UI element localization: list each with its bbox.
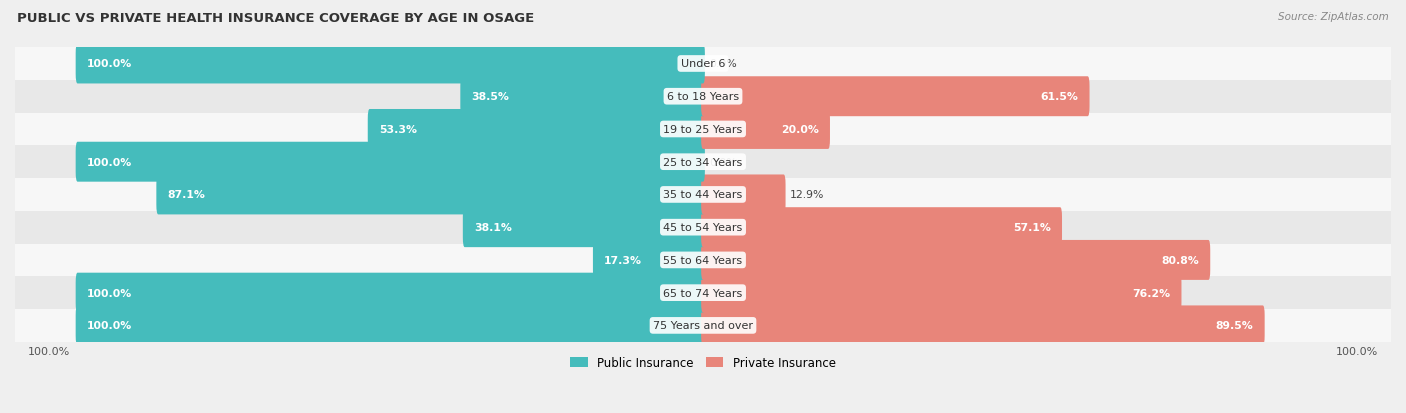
Text: 38.1%: 38.1% [474,223,512,233]
FancyBboxPatch shape [76,45,704,84]
FancyBboxPatch shape [156,175,704,215]
Text: 57.1%: 57.1% [1012,223,1050,233]
Text: Under 6: Under 6 [681,59,725,69]
FancyBboxPatch shape [702,273,1181,313]
Text: 6 to 18 Years: 6 to 18 Years [666,92,740,102]
Text: 76.2%: 76.2% [1132,288,1170,298]
FancyBboxPatch shape [702,208,1062,247]
Text: 38.5%: 38.5% [471,92,509,102]
Text: 55 to 64 Years: 55 to 64 Years [664,255,742,265]
Bar [15,113,1391,146]
Text: 75 Years and over: 75 Years and over [652,320,754,330]
FancyBboxPatch shape [593,240,704,280]
Text: 0.0%: 0.0% [709,59,737,69]
Text: 61.5%: 61.5% [1040,92,1078,102]
FancyBboxPatch shape [702,306,1264,346]
Text: 100.0%: 100.0% [1336,346,1378,356]
Text: 35 to 44 Years: 35 to 44 Years [664,190,742,200]
Text: 45 to 54 Years: 45 to 54 Years [664,223,742,233]
Bar [15,179,1391,211]
Bar [15,244,1391,277]
Text: 12.9%: 12.9% [790,190,824,200]
Text: 89.5%: 89.5% [1216,320,1253,330]
Text: 100.0%: 100.0% [87,288,132,298]
Text: 65 to 74 Years: 65 to 74 Years [664,288,742,298]
Bar [15,81,1391,113]
Bar [15,277,1391,309]
Text: 0.0%: 0.0% [709,157,737,167]
Text: 53.3%: 53.3% [380,125,418,135]
Text: 25 to 34 Years: 25 to 34 Years [664,157,742,167]
FancyBboxPatch shape [463,208,704,247]
Text: 20.0%: 20.0% [780,125,818,135]
FancyBboxPatch shape [76,273,704,313]
Text: 100.0%: 100.0% [87,320,132,330]
FancyBboxPatch shape [76,306,704,346]
Text: 100.0%: 100.0% [87,59,132,69]
FancyBboxPatch shape [702,110,830,150]
Bar [15,211,1391,244]
Text: PUBLIC VS PRIVATE HEALTH INSURANCE COVERAGE BY AGE IN OSAGE: PUBLIC VS PRIVATE HEALTH INSURANCE COVER… [17,12,534,25]
FancyBboxPatch shape [368,110,704,150]
Text: Source: ZipAtlas.com: Source: ZipAtlas.com [1278,12,1389,22]
FancyBboxPatch shape [702,175,786,215]
Bar [15,309,1391,342]
Text: 80.8%: 80.8% [1161,255,1199,265]
Text: 100.0%: 100.0% [28,346,70,356]
FancyBboxPatch shape [702,77,1090,117]
Bar [15,48,1391,81]
Text: 19 to 25 Years: 19 to 25 Years [664,125,742,135]
FancyBboxPatch shape [702,240,1211,280]
FancyBboxPatch shape [76,142,704,182]
Text: 100.0%: 100.0% [87,157,132,167]
Bar [15,146,1391,179]
Text: 87.1%: 87.1% [167,190,205,200]
Text: 17.3%: 17.3% [605,255,643,265]
FancyBboxPatch shape [460,77,704,117]
Legend: Public Insurance, Private Insurance: Public Insurance, Private Insurance [565,352,841,374]
